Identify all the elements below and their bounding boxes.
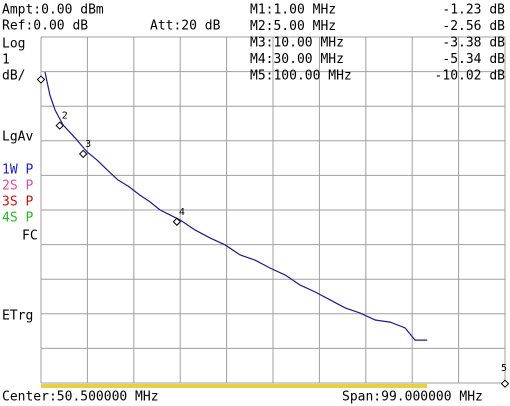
trigger: ETrg: [2, 309, 33, 324]
trace: [44, 71, 428, 341]
center-freq: Center:50.500000 MHz: [2, 390, 159, 405]
att: Att:20 dB: [150, 19, 221, 34]
marker-reading: -10.02 dB: [435, 69, 506, 84]
ampt: Ampt:0.00 dBm: [2, 3, 104, 18]
marker-freq: M1:1.00 MHz: [250, 3, 336, 18]
trace-status: 4S P: [2, 211, 33, 226]
sweep-bar: [41, 384, 427, 388]
grid: [40, 36, 506, 384]
scale-value: 1: [2, 53, 10, 68]
trace-status: 3S P: [2, 195, 33, 210]
trace-status: 2S P: [2, 179, 33, 194]
marker: [172, 217, 182, 226]
marker: [78, 149, 88, 159]
marker-reading: -3.38 dB: [442, 36, 505, 51]
marker: [500, 379, 510, 388]
avg-mode: LgAv: [2, 130, 33, 145]
marker-number: 2: [62, 111, 68, 122]
scale-unit: dB/: [2, 69, 25, 84]
marker-reading: -1.23 dB: [442, 3, 505, 18]
marker-freq: M4:30.00 MHz: [250, 52, 344, 67]
marker: [36, 75, 46, 84]
ref: Ref:0.00 dB: [2, 19, 88, 34]
marker: [55, 121, 64, 130]
marker-reading: -2.56 dB: [442, 19, 505, 34]
marker-number: 5: [501, 363, 507, 374]
marker-number: 3: [85, 139, 91, 150]
marker-freq: M2:5.00 MHz: [250, 19, 336, 34]
marker-freq: M5:100.00 MHz: [250, 69, 352, 84]
marker-number: 4: [179, 207, 185, 218]
scale-type: Log: [2, 37, 25, 52]
marker-freq: M3:10.00 MHz: [250, 36, 344, 51]
fc: FC: [22, 229, 38, 244]
marker-reading: -5.34 dB: [442, 52, 505, 67]
trace-status: 1W P: [2, 163, 33, 178]
span: Span:99.000000 MHz: [342, 390, 483, 405]
